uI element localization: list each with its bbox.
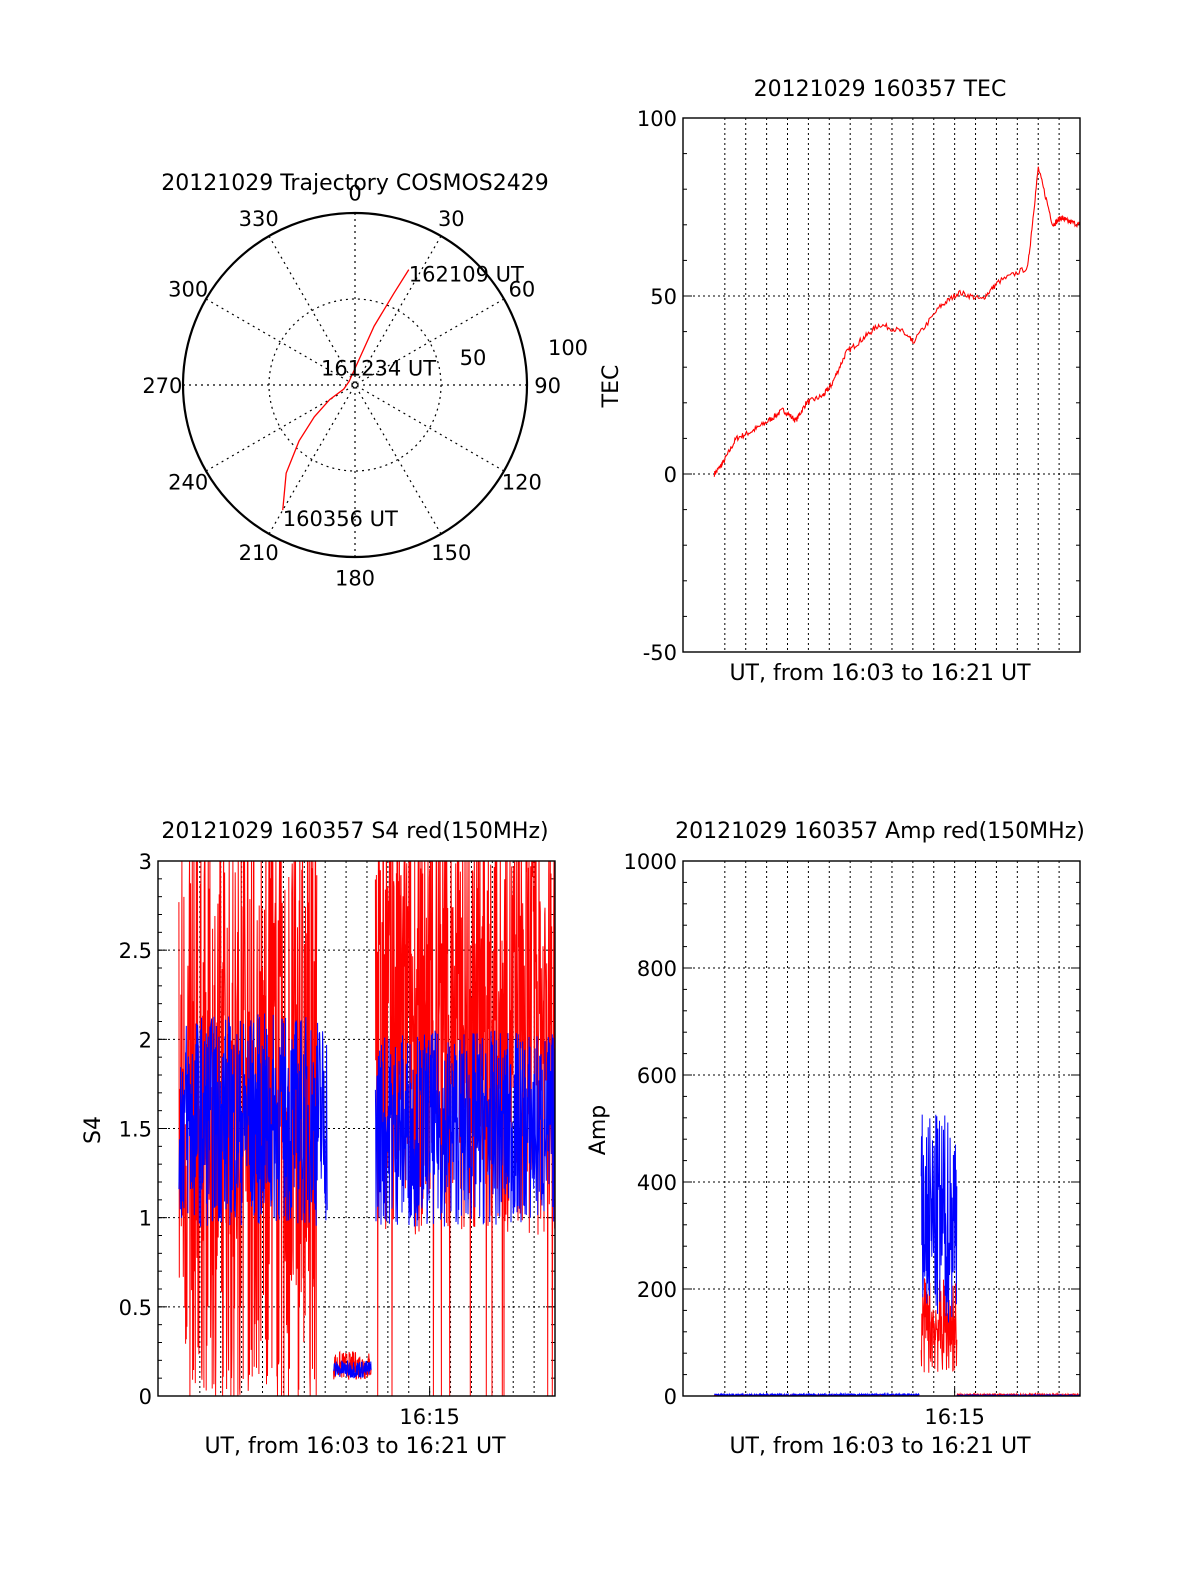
tec-plot-area: 100 50 0 -50 [637, 107, 1081, 665]
trajectory-track [282, 269, 410, 511]
tec-title: 20121029 160357 TEC [754, 77, 1007, 102]
azimuth-label: 300 [168, 278, 208, 302]
tec-panel: 20121029 160357 TEC UT, from 16:03 to 16… [599, 77, 1081, 686]
y-tick-label: 100 [637, 107, 677, 131]
amp-panel: 20121029 160357 Amp red(150MHz) UT, from… [586, 819, 1085, 1459]
y-tick-label: 2 [139, 1028, 152, 1052]
plot-frame [682, 860, 1081, 1397]
series-line [920, 1277, 958, 1373]
series-line [333, 1360, 372, 1379]
x-tick-label: 16:15 [399, 1405, 460, 1429]
series-line [333, 1350, 372, 1380]
s4-title: 20121029 160357 S4 red(150MHz) [161, 819, 548, 844]
radial-label: 50 [460, 346, 487, 370]
azimuth-label: 60 [508, 278, 535, 302]
series-line [178, 861, 318, 1396]
trajectory-line [282, 269, 410, 511]
y-tick-label: -50 [643, 641, 677, 665]
radial-labels: 50 100 [460, 336, 588, 370]
tec-ylabel: TEC [599, 365, 624, 409]
azimuth-label: 240 [168, 470, 208, 494]
polar-grid [181, 211, 529, 559]
s4-plot-area: 3 2.5 2 1.5 1 0.5 0 16:15 [119, 850, 556, 1429]
y-tick-label: 1.5 [119, 1118, 152, 1142]
azimuth-label: 90 [534, 374, 561, 398]
series-line [178, 1013, 328, 1227]
y-tick-label: 2.5 [119, 939, 152, 963]
polar-trajectory-panel: 20121029 Trajectory COSMOS2429 0 30 60 90 12… [142, 171, 588, 591]
time-annotation: 162109 UT [409, 263, 524, 287]
y-tick-label: 0 [664, 1385, 677, 1409]
y-tick-label: 50 [650, 285, 677, 309]
s4-xlabel: UT, from 16:03 to 16:21 UT [204, 1434, 506, 1459]
amp-xlabel: UT, from 16:03 to 16:21 UT [729, 1434, 1031, 1459]
azimuth-label: 150 [431, 541, 471, 565]
radial-label: 100 [548, 336, 588, 360]
trajectory-annotations: 162109 UT 161234 UT 160356 UT [283, 263, 524, 531]
tec-xlabel: UT, from 16:03 to 16:21 UT [729, 661, 1031, 686]
x-tick-label: 16:15 [924, 1405, 985, 1429]
azimuth-label: 330 [239, 207, 279, 231]
y-tick-label: 1 [139, 1207, 152, 1231]
time-annotation: 161234 UT [321, 357, 436, 381]
azimuth-labels: 0 30 60 90 120 150 180 210 240 270 300 330 [142, 181, 561, 590]
amp-ylabel: Amp [586, 1105, 611, 1155]
y-tick-label: 200 [637, 1278, 677, 1302]
time-annotation: 160356 UT [283, 507, 398, 531]
s4-ylabel: S4 [81, 1116, 106, 1144]
y-tick-label: 400 [637, 1171, 677, 1195]
azimuth-label: 180 [335, 567, 375, 591]
y-tick-label: 600 [637, 1064, 677, 1088]
y-tick-label: 0.5 [119, 1296, 152, 1320]
plot-frame [682, 117, 1081, 653]
y-tick-label: 800 [637, 957, 677, 981]
azimuth-label: 270 [142, 374, 182, 398]
y-tick-label: 0 [664, 463, 677, 487]
series-line [374, 1030, 555, 1227]
polar-title: 20121029 Trajectory COSMOS2429 [161, 171, 548, 196]
amp-title: 20121029 160357 Amp red(150MHz) [675, 819, 1085, 844]
y-tick-label: 3 [139, 850, 152, 874]
s4-panel: 20121029 160357 S4 red(150MHz) UT, from … [81, 819, 556, 1459]
azimuth-label: 0 [348, 181, 361, 205]
azimuth-label: 30 [438, 207, 465, 231]
amp-plot-area: 1000 800 600 400 200 0 16:15 [624, 850, 1081, 1429]
azimuth-label: 120 [502, 470, 542, 494]
azimuth-label: 210 [239, 541, 279, 565]
plot-frame [157, 860, 556, 1397]
y-tick-label: 1000 [624, 850, 677, 874]
tec-series-line [713, 166, 1081, 477]
y-tick-label: 0 [139, 1385, 152, 1409]
series-line [920, 1114, 958, 1323]
